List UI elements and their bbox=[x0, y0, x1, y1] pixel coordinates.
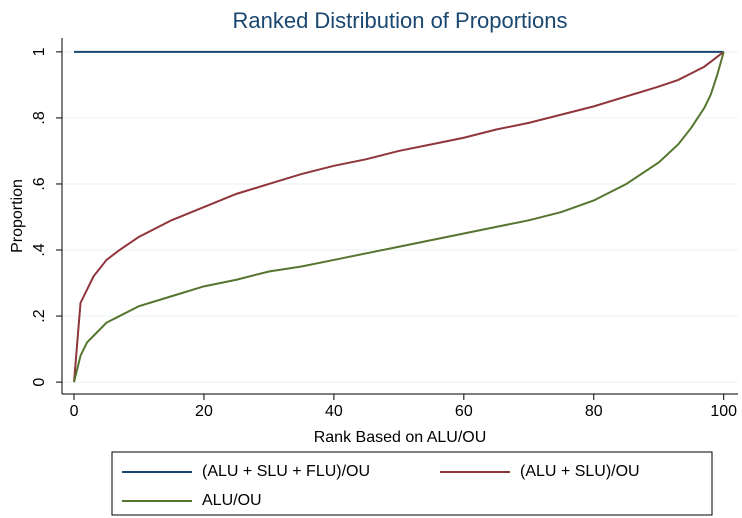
x-tick-label: 60 bbox=[455, 403, 473, 420]
legend-label: ALU/OU bbox=[202, 492, 262, 509]
legend-label: (ALU + SLU + FLU)/OU bbox=[202, 463, 370, 480]
y-tick-label: .6 bbox=[31, 177, 48, 190]
y-tick-label: .4 bbox=[31, 243, 48, 256]
x-tick-label: 20 bbox=[195, 403, 213, 420]
y-tick-label: .8 bbox=[31, 111, 48, 124]
series-line bbox=[73, 51, 725, 383]
y-tick-label: 0 bbox=[31, 378, 48, 387]
chart-title: Ranked Distribution of Proportions bbox=[232, 8, 567, 33]
legend-box bbox=[111, 451, 713, 516]
x-tick-label: 0 bbox=[70, 403, 79, 420]
x-tick-label: 80 bbox=[585, 403, 603, 420]
legend-label: (ALU + SLU)/OU bbox=[520, 463, 640, 480]
x-tick-label: 40 bbox=[325, 403, 343, 420]
series-line bbox=[73, 51, 725, 383]
y-tick-label: 1 bbox=[31, 47, 48, 56]
y-axis-label: Proportion bbox=[9, 179, 26, 253]
x-axis-label: Rank Based on ALU/OU bbox=[314, 429, 487, 446]
x-tick-label: 100 bbox=[710, 403, 737, 420]
y-tick-label: .2 bbox=[31, 309, 48, 322]
